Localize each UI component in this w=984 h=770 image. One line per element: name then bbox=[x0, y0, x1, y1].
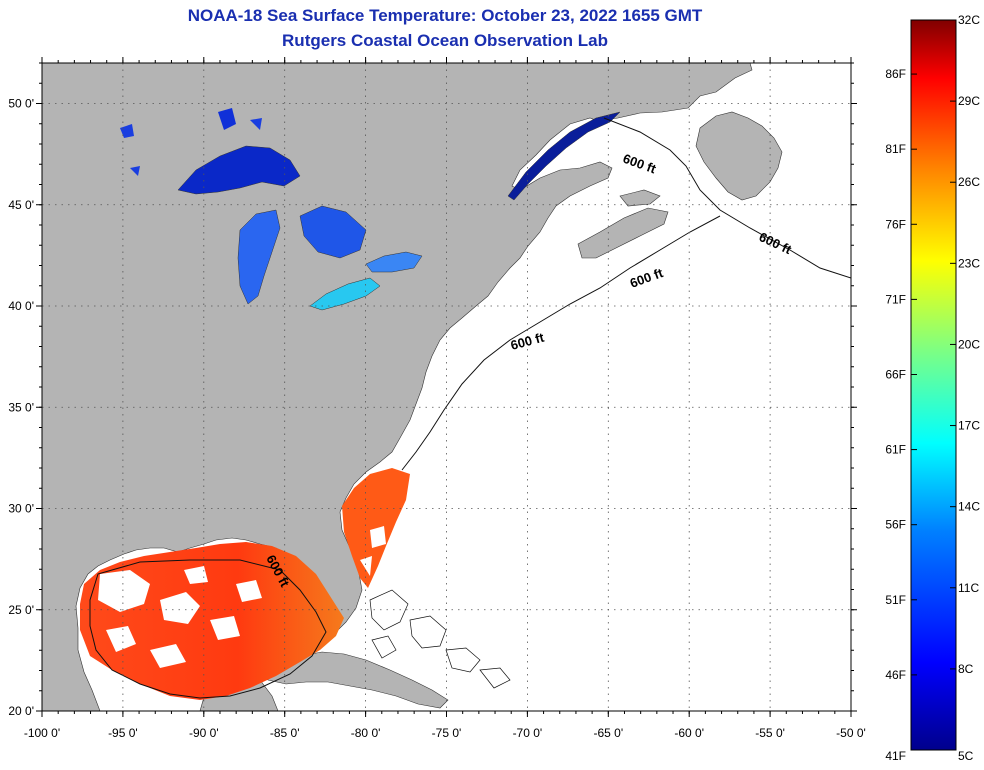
colorbar-label-f: 86F bbox=[885, 67, 906, 81]
lon-tick-label: -90 0' bbox=[189, 726, 219, 740]
lat-tick-label: 20 0' bbox=[8, 704, 34, 718]
colorbar-label-f: 66F bbox=[885, 367, 906, 381]
land-cuba bbox=[261, 651, 449, 709]
land-nova-scotia bbox=[577, 207, 669, 259]
isobath-600ft bbox=[89, 117, 851, 699]
lat-tick-label: 30 0' bbox=[8, 502, 34, 516]
colorbar-label-f: 46F bbox=[885, 668, 906, 682]
colorbar-label-c: 32C bbox=[958, 13, 980, 27]
lat-tick-label: 35 0' bbox=[8, 400, 34, 414]
lon-tick-label: -85 0' bbox=[270, 726, 300, 740]
colorbar-label-f: 51F bbox=[885, 593, 906, 607]
colorbar-label-c: 29C bbox=[958, 94, 980, 108]
colorbar-label-f: 76F bbox=[885, 217, 906, 231]
lon-tick-label: -65 0' bbox=[593, 726, 623, 740]
land-pei bbox=[619, 189, 661, 207]
colorbar-label-c: 20C bbox=[958, 337, 980, 351]
lake-erie bbox=[309, 277, 381, 311]
gulf-cloud-gaps bbox=[98, 566, 262, 668]
lat-axis: 50 0' 45 0' 40 0' 35 0' 30 0' 25 0' 20 0' bbox=[8, 62, 857, 718]
colorbar-label-f: 56F bbox=[885, 518, 906, 532]
title-line-1: NOAA-18 Sea Surface Temperature: October… bbox=[187, 6, 703, 25]
colorbar-label-c: 11C bbox=[958, 581, 979, 595]
land-newfoundland bbox=[695, 111, 783, 201]
lake-ontario bbox=[365, 251, 423, 273]
colorbar-label-c: 26C bbox=[958, 175, 980, 189]
lon-tick-label: -55 0' bbox=[755, 726, 785, 740]
lat-lon-grid bbox=[42, 63, 851, 711]
bahamas-banks bbox=[369, 589, 511, 689]
lat-tick-label: 25 0' bbox=[8, 603, 34, 617]
lon-tick-label: -80 0' bbox=[351, 726, 381, 740]
lake-superior bbox=[177, 145, 301, 195]
lon-tick-label: -60 0' bbox=[674, 726, 704, 740]
gulf-stream-sst bbox=[342, 468, 410, 588]
lat-tick-label: 50 0' bbox=[8, 97, 34, 111]
colorbar-label-f: 81F bbox=[885, 142, 906, 156]
lake-michigan bbox=[237, 209, 281, 305]
lake-winnipeg-patch bbox=[218, 108, 236, 130]
colorbar-label-f: 71F bbox=[885, 292, 906, 306]
colorbar-label-f: 61F bbox=[885, 443, 906, 457]
lon-tick-label: -95 0' bbox=[108, 726, 138, 740]
lon-axis: -100 0' -95 0' -90 0' -85 0' -80 0' -75 0' -70… bbox=[24, 57, 866, 740]
colorbar-fahrenheit-labels: 86F 81F 76F 71F 66F 61F 56F 51F 46F 41F bbox=[885, 67, 917, 763]
colorbar bbox=[910, 19, 957, 751]
colorbar-celsius-labels: 32C 29C 26C 23C 20C 17C 14C 11C 8C 5C bbox=[950, 13, 980, 763]
lake-patches bbox=[120, 118, 262, 176]
land-north-america bbox=[42, 63, 753, 711]
colorbar-label-c: 14C bbox=[958, 500, 980, 514]
gulf-stream-gaps bbox=[360, 526, 386, 576]
colorbar-label-c: 17C bbox=[958, 419, 980, 433]
lake-huron bbox=[299, 205, 367, 259]
colorbar-label-f: 41F bbox=[885, 749, 906, 763]
colorbar-label-c: 8C bbox=[958, 662, 974, 676]
lat-tick-label: 45 0' bbox=[8, 198, 34, 212]
title-line-2: Rutgers Coastal Ocean Observation Lab bbox=[282, 31, 608, 50]
lon-tick-label: -50 0' bbox=[836, 726, 866, 740]
lon-tick-label: -75 0' bbox=[432, 726, 462, 740]
lon-tick-label: -100 0' bbox=[24, 726, 60, 740]
colorbar-label-c: 23C bbox=[958, 256, 980, 270]
lon-tick-label: -70 0' bbox=[513, 726, 543, 740]
lat-tick-label: 40 0' bbox=[8, 299, 34, 313]
colorbar-label-c: 5C bbox=[958, 749, 974, 763]
st-lawrence-sst bbox=[507, 111, 621, 201]
